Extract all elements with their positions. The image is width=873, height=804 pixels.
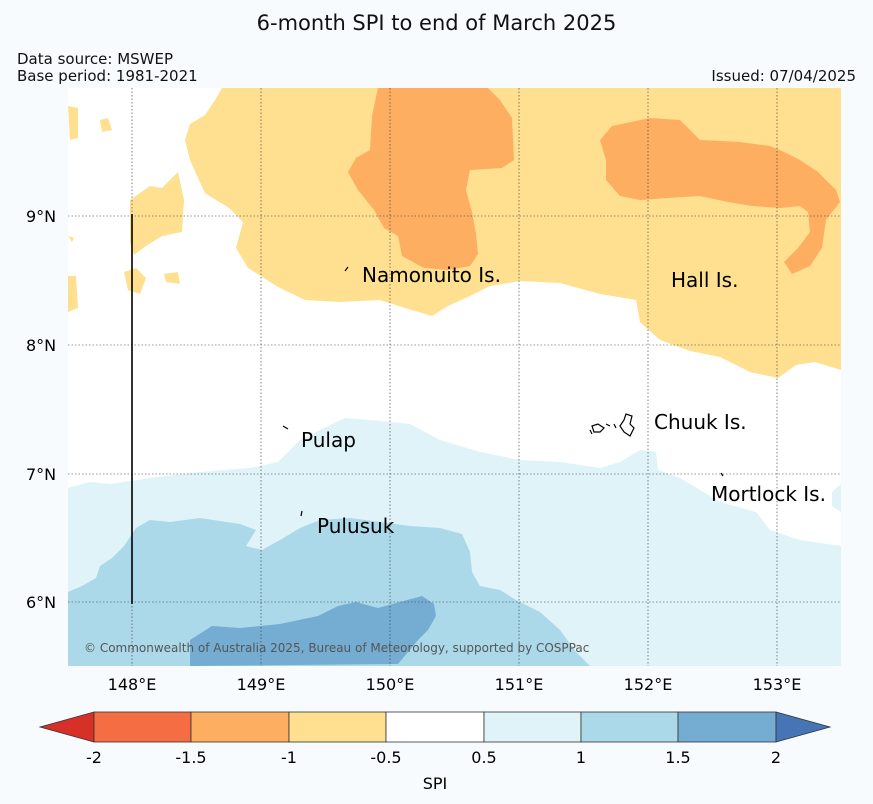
spi-very-wet-region: [190, 596, 436, 666]
base-period-text: Base period: 1981-2021: [17, 67, 198, 85]
map-title: 6-month SPI to end of March 2025: [256, 11, 617, 35]
colorbar-moderately-wet: [580, 711, 679, 743]
colorbar-moderately-dry: [190, 711, 290, 743]
lat-label-7: 7°N: [26, 465, 56, 484]
cb-tick-neg1-5: -1.5: [175, 748, 206, 767]
cb-tick-2: 2: [771, 748, 781, 767]
pulap-island-marker: [282, 425, 289, 430]
lon-label-148: 148°E: [108, 675, 157, 694]
island-markers: [282, 266, 724, 517]
pulusuk-label: Pulusuk: [317, 514, 395, 538]
lon-label-149: 149°E: [237, 675, 286, 694]
colorbar-very-dry: [93, 711, 192, 743]
colorbar-extreme-wet: [775, 711, 832, 743]
chuuk-label: Chuuk Is.: [654, 410, 747, 434]
issued-date-text: Issued: 07/04/2025: [711, 67, 856, 85]
colorbar: [38, 711, 832, 743]
chuuk-islands-outline: [589, 413, 635, 437]
lon-label-153: 153°E: [753, 675, 802, 694]
spi-slightly-dry-west: [68, 106, 184, 312]
colorbar-extreme-dry: [38, 711, 95, 743]
pulap-label: Pulap: [301, 428, 356, 452]
copyright-text: © Commonwealth of Australia 2025, Bureau…: [84, 641, 589, 655]
colorbar-slightly-dry: [288, 711, 387, 743]
lat-label-6: 6°N: [26, 593, 56, 612]
colorbar-slightly-wet: [483, 711, 582, 743]
spi-moderately-dry-center: [348, 88, 514, 270]
lon-label-152: 152°E: [624, 675, 673, 694]
colorbar-label: SPI: [423, 774, 448, 793]
cb-tick-1: 1: [576, 748, 586, 767]
colorbar-very-wet: [677, 711, 777, 743]
cb-tick-0-5: 0.5: [471, 748, 496, 767]
pulusuk-island-marker: [300, 510, 303, 517]
colorbar-normal: [385, 711, 485, 743]
lon-label-151: 151°E: [495, 675, 544, 694]
lat-label-9: 9°N: [26, 207, 56, 226]
cb-tick-neg0-5: -0.5: [370, 748, 401, 767]
namonuito-label: Namonuito Is.: [362, 263, 501, 287]
mortlock-island-marker: [720, 472, 724, 477]
spi-moderately-wet-region: [68, 518, 590, 666]
gridlines: [68, 88, 841, 666]
data-source-text: Data source: MSWEP: [17, 50, 174, 68]
hall-label: Hall Is.: [671, 268, 738, 292]
mortlock-label: Mortlock Is.: [711, 482, 826, 506]
cb-tick-neg2: -2: [86, 748, 102, 767]
cb-tick-1-5: 1.5: [665, 748, 690, 767]
cb-tick-neg1: -1: [281, 748, 297, 767]
namonuito-island-marker: [344, 266, 349, 272]
spi-slightly-wet-east: [832, 484, 841, 512]
spi-moderately-dry-east: [600, 118, 840, 274]
lon-label-150: 150°E: [366, 675, 415, 694]
lat-label-8: 8°N: [26, 336, 56, 355]
